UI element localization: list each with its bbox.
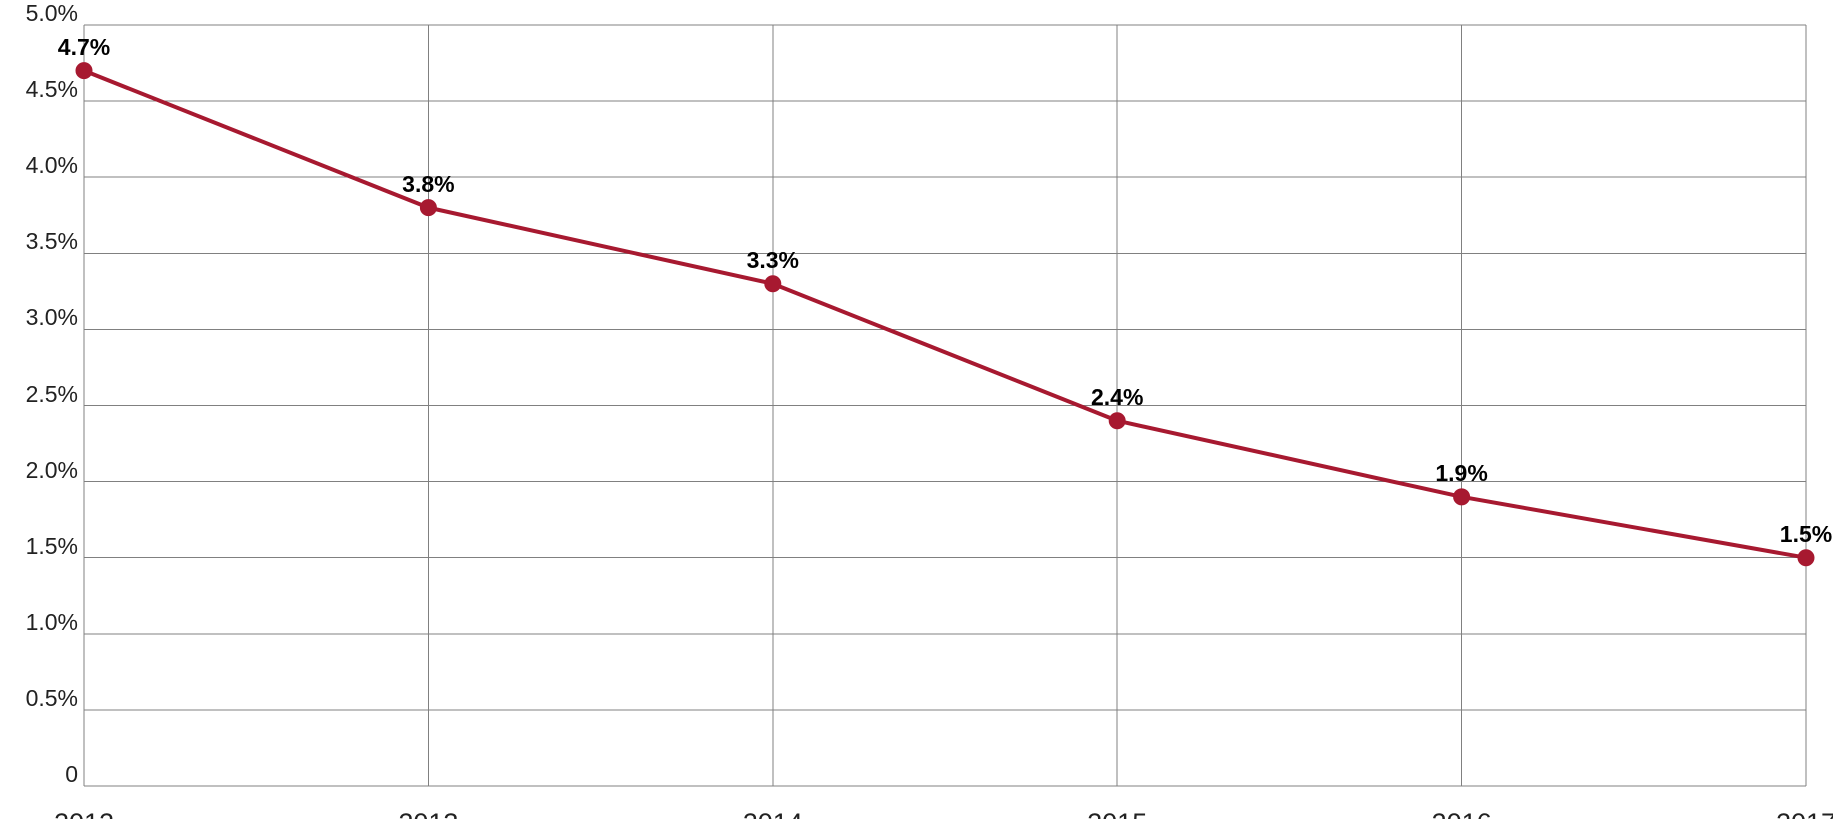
x-tick-label: 2012 bbox=[54, 808, 114, 819]
y-tick-label: 0.5% bbox=[26, 685, 84, 712]
data-point-label: 2.4% bbox=[1091, 384, 1143, 411]
y-tick-label: 2.5% bbox=[26, 381, 84, 408]
data-point-label: 4.7% bbox=[58, 34, 110, 61]
data-point-label: 1.9% bbox=[1435, 460, 1487, 487]
x-tick-label: 2017 bbox=[1776, 808, 1833, 819]
y-tick-label: 0 bbox=[65, 761, 84, 788]
y-tick-label: 4.0% bbox=[26, 152, 84, 179]
x-tick-label: 2015 bbox=[1087, 808, 1147, 819]
x-tick-label: 2013 bbox=[398, 808, 458, 819]
y-tick-label: 3.5% bbox=[26, 228, 84, 255]
y-tick-label: 3.0% bbox=[26, 304, 84, 331]
y-tick-label: 5.0% bbox=[26, 0, 84, 27]
data-point-label: 3.3% bbox=[747, 247, 799, 274]
y-tick-label: 4.5% bbox=[26, 76, 84, 103]
line-chart: 0 0.5% 1.0% 1.5% 2.0% 2.5% 3.0% 3.5% 4.0% 4.5% 5.0… bbox=[0, 0, 1833, 819]
x-tick-label: 2016 bbox=[1432, 808, 1492, 819]
x-tick-label: 2014 bbox=[743, 808, 803, 819]
chart-svg bbox=[0, 0, 1833, 819]
y-tick-label: 1.5% bbox=[26, 533, 84, 560]
y-tick-label: 2.0% bbox=[26, 457, 84, 484]
y-tick-label: 1.0% bbox=[26, 609, 84, 636]
data-point-label: 1.5% bbox=[1780, 521, 1832, 548]
data-point-label: 3.8% bbox=[402, 171, 454, 198]
